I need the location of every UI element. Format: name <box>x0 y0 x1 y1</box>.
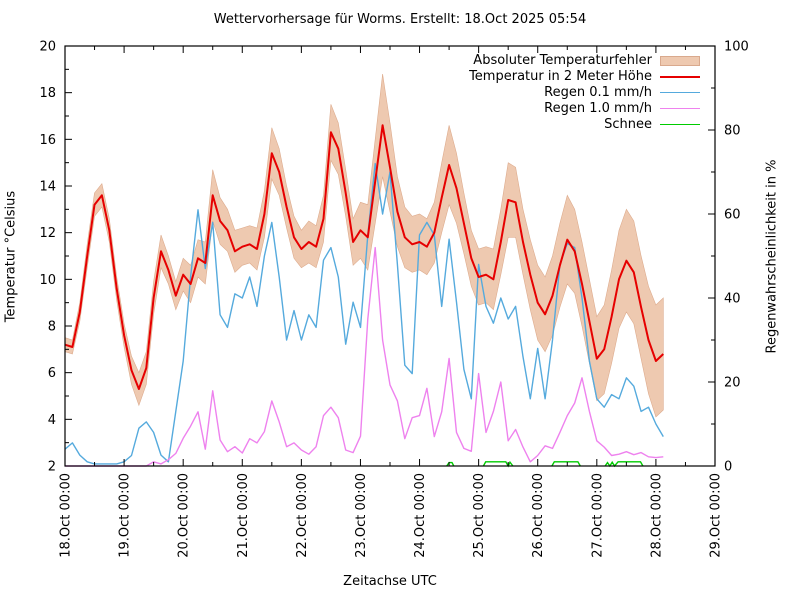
temperature-line <box>64 124 664 390</box>
legend-line-swatch <box>660 75 700 78</box>
x-tick-label: 29.Oct 00:00 <box>709 473 724 558</box>
legend-line-swatch <box>660 92 700 93</box>
tick-labels: 2 4 6 8 10 12 14 16 18 20 0 20 40 60 80 100 18.Oct 00:00… <box>39 40 748 558</box>
legend-label: Temperatur in 2 Meter Höhe <box>469 69 652 84</box>
x-tick-label: 27.Oct 00:00 <box>590 473 605 558</box>
x-axis-label: Zeitachse UTC <box>343 574 437 589</box>
y-right-tick-label: 100 <box>724 40 749 55</box>
legend-label: Regen 0.1 mm/h <box>544 85 652 100</box>
legend-item-1: Temperatur in 2 Meter Höhe <box>469 70 700 83</box>
snow-line-3 <box>604 460 644 468</box>
snow-line-1 <box>482 460 514 468</box>
x-tick-label: 23.Oct 00:00 <box>354 473 369 558</box>
axis-ticks <box>64 45 716 467</box>
x-tick-label: 28.Oct 00:00 <box>649 473 664 558</box>
legend-band-swatch <box>660 55 700 66</box>
y-left-tick-label: 4 <box>48 413 56 428</box>
x-tick-label: 20.Oct 00:00 <box>177 473 192 558</box>
legend-item-0: Absoluter Temperaturfehler <box>469 54 700 67</box>
y-left-tick-label: 6 <box>48 366 56 381</box>
legend-item-2: Regen 0.1 mm/h <box>469 86 700 99</box>
legend-line-swatch <box>660 124 700 125</box>
legend-label: Schnee <box>604 117 652 132</box>
snow-line-2 <box>551 461 581 467</box>
y-left-tick-label: 12 <box>39 226 56 241</box>
y-right-tick-label: 20 <box>724 376 741 391</box>
x-tick-label: 19.Oct 00:00 <box>118 473 133 558</box>
legend: Absoluter Temperaturfehler Temperatur in … <box>469 54 700 131</box>
x-tick-label: 21.Oct 00:00 <box>236 473 251 558</box>
rain-10-line <box>65 246 664 467</box>
y-left-tick-label: 14 <box>39 180 56 195</box>
y-right-tick-label: 40 <box>724 292 741 307</box>
y-right-tick-label: 80 <box>724 124 741 139</box>
legend-item-3: Regen 1.0 mm/h <box>469 102 700 115</box>
x-tick-label: 22.Oct 00:00 <box>295 473 310 558</box>
chart-title: Wettervorhersage für Worms. Erstellt: 18… <box>213 12 587 27</box>
snow-line-0 <box>446 461 455 467</box>
y-left-tick-label: 8 <box>48 320 56 335</box>
y-left-tick-label: 18 <box>39 86 56 101</box>
y-left-tick-label: 10 <box>39 273 56 288</box>
y-left-tick-label: 2 <box>48 460 56 475</box>
x-tick-label: 25.Oct 00:00 <box>472 473 487 558</box>
x-tick-label: 18.Oct 00:00 <box>59 473 74 558</box>
x-tick-label: 24.Oct 00:00 <box>413 473 428 558</box>
y-left-tick-label: 20 <box>39 40 56 55</box>
y-right-tick-label: 0 <box>724 460 732 475</box>
legend-label: Regen 1.0 mm/h <box>544 101 652 116</box>
y-left-tick-label: 16 <box>39 133 56 148</box>
temperature-error-band <box>64 73 664 418</box>
legend-label: Absoluter Temperaturfehler <box>473 53 652 68</box>
legend-item-4: Schnee <box>469 118 700 131</box>
legend-line-swatch <box>660 108 700 109</box>
y-right-tick-label: 60 <box>724 208 741 223</box>
x-tick-label: 26.Oct 00:00 <box>531 473 546 558</box>
